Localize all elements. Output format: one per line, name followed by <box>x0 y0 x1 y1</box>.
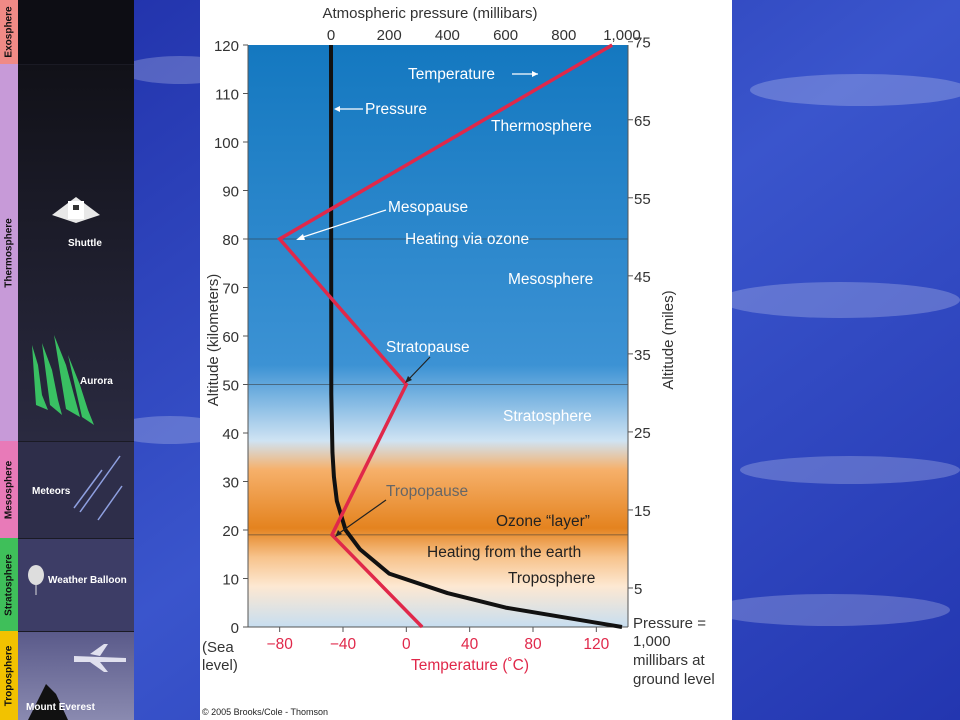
annotation-heating-earth: Heating from the earth <box>427 544 581 561</box>
top-tick-label: 400 <box>435 27 460 44</box>
x-tick-label: 80 <box>524 636 542 653</box>
shuttle-label: Shuttle <box>68 238 102 249</box>
layer-band-mesosphere: Mesosphere <box>0 441 18 538</box>
axes: 0 10 20 30 40 50 60 70 80 90 100 110 120 5 15 25 35 45 55 6… <box>214 27 651 653</box>
annotation-mesosphere: Mesosphere <box>508 271 593 288</box>
mountain-icon <box>28 684 68 720</box>
x-tick-label: −80 <box>267 636 294 653</box>
top-tick-label: 200 <box>377 27 402 44</box>
pressure-note-3: millibars at <box>633 652 706 669</box>
balloon-label: Weather Balloon <box>48 575 127 586</box>
y-tick-label: 20 <box>222 523 239 540</box>
top-axis-title: Atmospheric pressure (millibars) <box>322 5 537 22</box>
x-tick-label: 0 <box>402 636 411 653</box>
top-tick-label: 0 <box>327 27 335 44</box>
aurora-label: Aurora <box>80 376 113 387</box>
y-axis-right-title: Altitude (miles) <box>660 290 677 389</box>
y-right-tick-label: 25 <box>634 425 651 442</box>
y-tick-label: 60 <box>222 329 239 346</box>
sea-level-note-1: (Sea <box>202 639 234 656</box>
annotation-thermosphere: Thermosphere <box>491 118 592 135</box>
shuttle-icon <box>52 197 100 223</box>
layer-band-stratosphere: Stratosphere <box>0 538 18 631</box>
annotation-stratopause: Stratopause <box>386 339 470 356</box>
x-axis-title: Temperature (˚C) <box>411 657 529 674</box>
sea-level-note-2: level) <box>202 657 238 674</box>
top-tick-label: 800 <box>551 27 576 44</box>
stratosphere-scene: Weather Balloon <box>18 539 134 631</box>
y-right-tick-label: 15 <box>634 503 651 520</box>
y-tick-label: 110 <box>215 87 239 104</box>
layer-band-exosphere: Exosphere <box>0 0 18 64</box>
annotation-mesopause: Mesopause <box>388 199 468 216</box>
x-tick-label: 120 <box>583 636 609 653</box>
x-tick-label: 40 <box>461 636 479 653</box>
y-tick-label: 90 <box>222 184 239 201</box>
y-tick-label: 70 <box>222 281 239 298</box>
layer-band-troposphere: Troposphere <box>0 631 18 720</box>
chart-panel: 0 10 20 30 40 50 60 70 80 90 100 110 120 5 15 25 35 45 55 6… <box>200 0 732 720</box>
y-tick-label: 30 <box>222 475 239 492</box>
y-tick-label: 120 <box>214 38 239 55</box>
y-right-tick-label: 75 <box>634 35 651 52</box>
layer-label: Exosphere <box>3 6 15 58</box>
copyright-text: © 2005 Brooks/Cole - Thomson <box>202 707 329 717</box>
aurora-icon <box>32 335 94 425</box>
y-right-tick-label: 35 <box>634 347 651 364</box>
temperature-pressure-chart: 0 10 20 30 40 50 60 70 80 90 100 110 120 5 15 25 35 45 55 6… <box>202 5 715 688</box>
everest-label: Mount Everest <box>26 702 95 713</box>
y-tick-label: 80 <box>222 232 239 249</box>
pressure-note-4: ground level <box>633 671 715 688</box>
pressure-note-2: 1,000 <box>633 633 671 650</box>
exosphere-scene <box>18 0 134 64</box>
temperature-line <box>276 43 614 629</box>
atmosphere-layers-strip: Exosphere Thermosphere Mesosphere Strato… <box>0 0 134 720</box>
layer-label: Mesosphere <box>3 460 15 519</box>
pressure-note-1: Pressure = <box>633 615 706 632</box>
plot-area <box>248 45 628 627</box>
y-right-tick-label: 65 <box>634 113 651 130</box>
annotation-temperature: Temperature <box>408 66 495 83</box>
y-right-tick-label: 5 <box>634 581 642 598</box>
boundary-lines <box>248 238 628 536</box>
top-tick-label: 600 <box>493 27 518 44</box>
top-tick-label: 1,000 <box>603 27 641 44</box>
y-right-tick-label: 45 <box>634 269 651 286</box>
annotation-stratosphere: Stratosphere <box>503 408 592 425</box>
thermosphere-scene: Shuttle Aurora <box>18 65 134 441</box>
annotation-tropopause: Tropopause <box>386 483 468 500</box>
layer-label: Thermosphere <box>3 217 15 288</box>
annotations: Atmospheric pressure (millibars) Altitud… <box>202 5 715 688</box>
mesosphere-scene: Meteors <box>18 442 134 538</box>
y-tick-label: 10 <box>222 572 239 589</box>
annotation-heating-ozone: Heating via ozone <box>405 231 529 248</box>
meteors-label: Meteors <box>32 486 71 497</box>
y-axis-title: Altitude (kilometers) <box>205 274 222 407</box>
airplane-icon <box>74 644 126 672</box>
annotation-pressure: Pressure <box>365 101 427 118</box>
pressure-line <box>329 44 623 629</box>
layer-label: Troposphere <box>3 645 15 706</box>
annotation-ozone-layer: Ozone “layer” <box>496 513 590 530</box>
layer-band-thermosphere: Thermosphere <box>0 64 18 441</box>
troposphere-scene: Mount Everest <box>18 632 134 720</box>
x-tick-label: −40 <box>330 636 357 653</box>
annotation-troposphere: Troposphere <box>508 570 595 587</box>
meteors-icon <box>73 455 123 521</box>
y-right-tick-label: 55 <box>634 191 651 208</box>
balloon-icon <box>28 565 44 595</box>
layer-label: Stratosphere <box>3 553 15 616</box>
y-tick-label: 100 <box>214 135 239 152</box>
y-tick-label: 40 <box>222 426 239 443</box>
y-tick-label: 50 <box>222 378 239 395</box>
y-tick-label: 0 <box>231 620 239 637</box>
series-group <box>276 43 623 629</box>
